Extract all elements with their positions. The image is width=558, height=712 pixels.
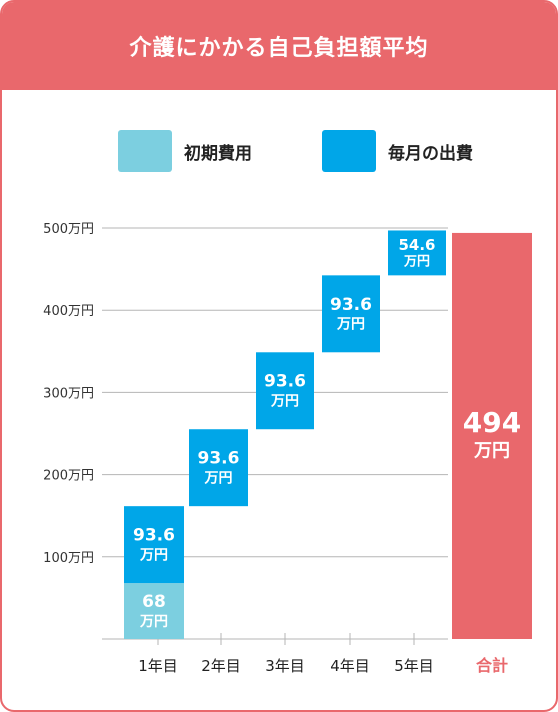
legend-item-monthly: 毎月の出費 [322,130,473,172]
bar-segment [388,230,446,276]
y-tick-label: 300万円 [43,386,94,401]
data-label-unit: 万円 [139,614,168,630]
y-tick-label: 200万円 [43,469,94,484]
data-label-value: 54.6 [398,236,435,254]
bar-segment [124,583,184,639]
data-label-value: 494 [463,406,521,439]
x-tick-label: 5年目 [394,657,434,675]
data-label-value: 93.6 [330,295,372,315]
bar-segment [189,429,248,507]
data-label-unit: 万円 [270,394,299,410]
data-label-unit: 万円 [473,440,510,461]
data-label-unit: 万円 [139,548,168,564]
chart-title: 介護にかかる自己負担額平均 [2,2,556,90]
legend-swatch-monthly [322,130,376,172]
x-tick-label: 2年目 [201,657,241,675]
bar-segment [322,275,380,353]
data-label-value: 93.6 [264,372,306,392]
x-tick-label: 4年目 [330,657,370,675]
data-label-unit: 万円 [336,317,365,333]
y-tick-label: 100万円 [43,551,94,566]
legend-item-initial: 初期費用 [118,130,252,172]
data-label-unit: 万円 [403,254,430,269]
y-tick-label: 400万円 [43,304,94,319]
data-label-value: 93.6 [198,449,240,469]
legend-swatch-initial [118,130,172,172]
data-label-unit: 万円 [204,471,233,487]
bar-segment [256,352,314,430]
x-tick-label: 合計 [476,656,508,675]
x-tick-label: 3年目 [265,657,305,675]
legend-label-initial: 初期費用 [184,143,252,164]
y-tick-label: 500万円 [43,222,94,237]
bar-segment [124,506,184,584]
data-label-value: 93.6 [133,526,175,546]
total-bar [452,232,532,639]
data-label-value: 68 [142,592,166,612]
x-tick-label: 1年目 [138,657,178,675]
legend-label-monthly: 毎月の出費 [388,143,473,164]
